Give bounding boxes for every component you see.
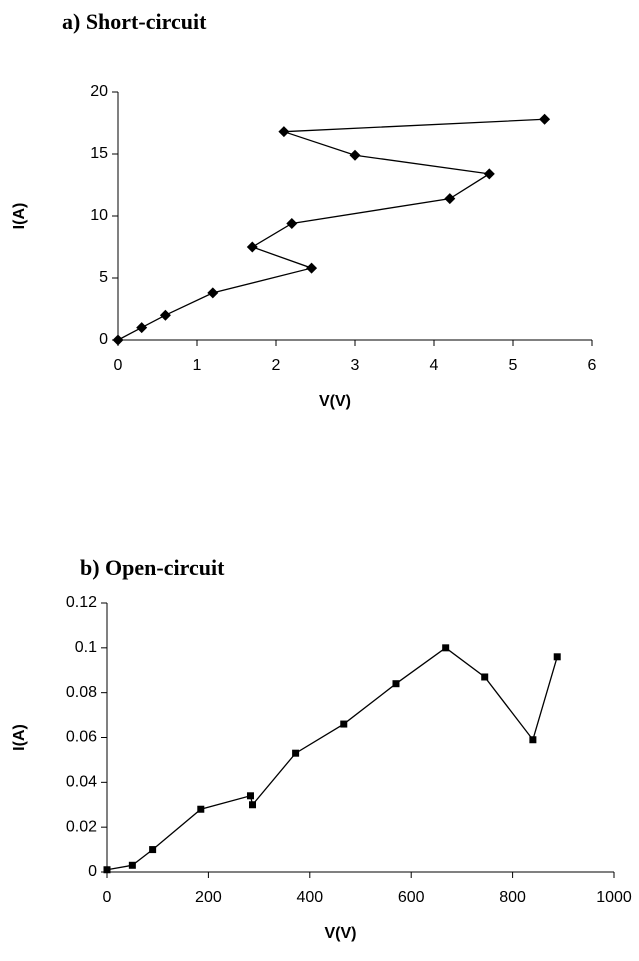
x-tick-label: 0 [103,889,112,906]
y-tick-label: 10 [90,207,108,224]
data-point [349,149,361,161]
y-tick-label: 0.08 [66,684,97,701]
x-tick-label: 1000 [596,889,632,906]
x-tick-label: 4 [430,357,439,374]
data-point [246,792,254,800]
data-point [292,749,300,757]
data-point [392,680,400,688]
data-point [149,846,157,854]
x-tick-label: 5 [509,357,518,374]
x-tick-label: 0 [114,357,123,374]
x-tick-label: 3 [351,357,360,374]
y-tick-label: 0.12 [66,594,97,611]
y-axis-title: I(A) [11,203,28,230]
data-point [483,168,495,180]
x-axis-title: V(V) [325,925,357,942]
y-tick-label: 0.02 [66,818,97,835]
data-point [128,861,136,869]
x-tick-label: 1 [193,357,202,374]
data-point [278,126,290,138]
data-point [442,644,450,652]
series-line [106,647,558,871]
chart-title: a) Short-circuit [62,9,207,34]
x-tick-label: 200 [195,889,222,906]
data-point [197,805,205,813]
data-point [207,287,219,299]
data-point [306,262,318,274]
data-point [340,720,348,728]
data-point [136,322,148,334]
data-point [444,193,456,205]
y-tick-label: 5 [99,269,108,286]
x-axis-title: V(V) [319,393,351,410]
data-point [159,309,171,321]
y-tick-label: 15 [90,145,108,162]
x-tick-label: 800 [499,889,526,906]
data-point [539,113,551,125]
data-point [103,866,111,874]
x-tick-label: 400 [296,889,323,906]
x-tick-label: 2 [272,357,281,374]
y-tick-label: 20 [90,83,108,100]
x-tick-label: 600 [398,889,425,906]
data-point [246,241,258,253]
y-tick-label: 0 [99,331,108,348]
data-point [529,736,537,744]
data-point [553,653,561,661]
chart-title: b) Open-circuit [80,555,225,580]
data-point [286,217,298,229]
y-axis-title: I(A) [11,724,28,751]
y-tick-label: 0.04 [66,774,97,791]
data-point [249,801,257,809]
series-line [117,118,545,341]
y-tick-label: 0.06 [66,729,97,746]
data-point [112,334,124,346]
x-tick-label: 6 [588,357,597,374]
data-point [481,673,489,681]
y-tick-label: 0.1 [75,639,97,656]
y-tick-label: 0 [88,863,97,880]
